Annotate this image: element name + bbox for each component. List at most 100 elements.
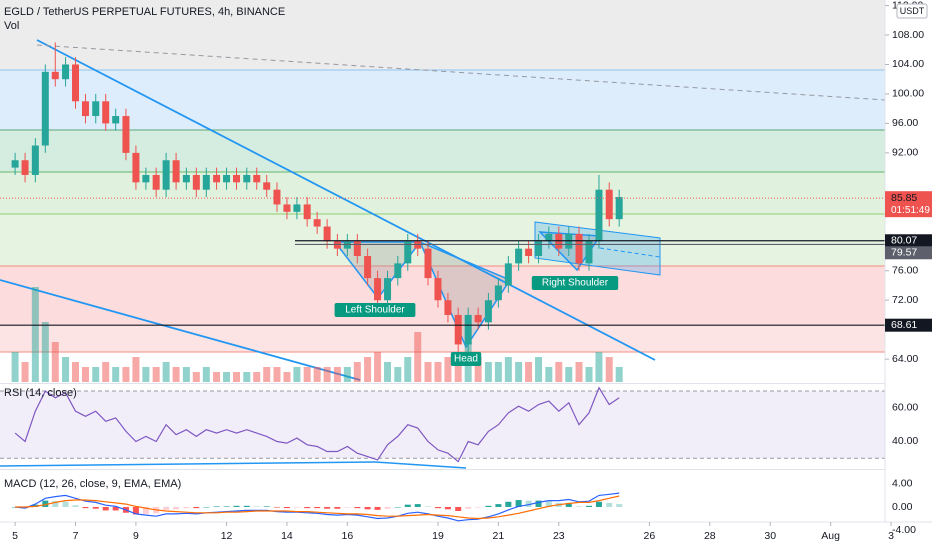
candle-body: [142, 174, 150, 183]
x-tick-label: 30: [764, 530, 776, 542]
macd-hist-bar: [515, 500, 522, 507]
candle-body: [162, 160, 170, 190]
volume-bar: [162, 362, 170, 382]
volume-bar: [333, 367, 341, 382]
countdown: 01:51:49: [891, 205, 930, 216]
level-label: 68.61: [891, 319, 917, 331]
candle-body: [31, 145, 39, 175]
pattern-label-bg: [531, 276, 619, 290]
volume-bar: [353, 362, 361, 382]
annotations: Left Shoulder Head Right Shoulder: [334, 276, 619, 366]
candle-body: [92, 101, 100, 117]
last-price-bg: [885, 191, 932, 218]
candle-body: [535, 241, 543, 257]
rsi-tick-label: 60.00: [892, 402, 918, 414]
macd-hist-bar: [223, 506, 230, 507]
candle-body: [243, 174, 251, 183]
macd-hist-bar: [213, 506, 220, 507]
rsi-tick-label: 40.00: [892, 435, 918, 447]
rsi-line: [14, 386, 620, 463]
pattern-label: Right Shoulder: [542, 278, 609, 289]
candle-body: [404, 241, 412, 264]
volume-bar: [41, 322, 49, 382]
macd-hist-bar: [444, 506, 451, 510]
y-tick-label: 64.00: [892, 353, 918, 365]
macd-hist-bar: [112, 506, 119, 511]
candle-body: [152, 174, 160, 190]
macd-hist-bar: [163, 506, 170, 510]
candle-body: [81, 101, 89, 117]
volume-bar: [494, 362, 502, 382]
volume-bar: [444, 357, 452, 382]
candle-body: [122, 116, 130, 153]
candle-body: [41, 71, 49, 146]
candle-body: [21, 160, 29, 175]
candle-body: [102, 101, 110, 124]
macd-hist-bar: [374, 506, 381, 510]
volume-bar: [293, 367, 301, 382]
macd-hist-bar: [314, 506, 321, 509]
macd-hist-bar: [565, 502, 572, 507]
x-tick-label: 7: [73, 530, 79, 542]
volume-bar: [192, 372, 200, 382]
macd-line: [15, 492, 620, 522]
volume-bar: [323, 367, 331, 382]
macd-hist-bar: [52, 501, 59, 507]
currency-badge[interactable]: [896, 3, 928, 19]
macd-hist-bar: [62, 501, 69, 507]
macd-hist-bar: [495, 504, 502, 507]
volume-bar: [525, 362, 533, 382]
macd-hist-bar: [545, 501, 552, 507]
candle-body: [273, 189, 281, 205]
level-label: 79.57: [891, 247, 917, 259]
candle-body: [384, 278, 392, 301]
currency[interactable]: USDT: [900, 6, 925, 16]
volume-bar: [263, 367, 271, 382]
macd-hist-bar: [173, 506, 180, 510]
candle-body: [213, 174, 221, 183]
macd-hist-bar: [82, 506, 89, 509]
candle-body: [253, 174, 261, 183]
macd-hist-bar: [475, 506, 482, 508]
x-tick-label: 26: [644, 530, 656, 542]
candle-body: [223, 174, 231, 183]
volume-bar: [202, 367, 210, 382]
volume-bar: [504, 357, 512, 382]
macd-tick-label: 0.00: [892, 501, 913, 513]
macd-hist-bar: [293, 506, 300, 508]
candle-body: [575, 233, 583, 264]
y-tick-label: 104.00: [892, 58, 924, 70]
candle-body: [353, 241, 361, 257]
price-axis-bg: [885, 0, 932, 550]
volume-bar: [243, 372, 251, 382]
macd-tick-label: 4.00: [892, 478, 913, 490]
candle-body: [525, 248, 533, 257]
candle-body: [504, 263, 512, 286]
x-tick-label: Aug: [821, 530, 840, 542]
volume-bar: [565, 367, 573, 382]
volume-bar: [152, 367, 160, 382]
x-tick-label: 14: [281, 530, 293, 542]
zone: [0, 130, 885, 172]
volume-bar: [233, 372, 241, 382]
candle-body: [11, 160, 19, 168]
x-tick-label: 9: [133, 530, 139, 542]
level-label-bg: [885, 246, 932, 260]
volume-bar: [535, 357, 543, 382]
volume-bar: [384, 362, 392, 382]
volume-bar: [62, 357, 70, 382]
candle-body: [515, 248, 523, 264]
candle-body: [394, 263, 402, 279]
volume-bar: [31, 287, 39, 382]
volume-bar: [424, 362, 432, 382]
macd-hist-bar: [324, 506, 331, 509]
candle-body: [545, 233, 553, 242]
candle-body: [51, 71, 59, 80]
macd-hist-bar: [142, 506, 149, 514]
volume-bar: [364, 357, 372, 382]
candle-body: [464, 314, 472, 345]
candle-body: [434, 278, 442, 301]
candle-body: [112, 116, 120, 124]
macd-hist-bar: [384, 506, 391, 509]
level-label-bg: [885, 234, 932, 248]
